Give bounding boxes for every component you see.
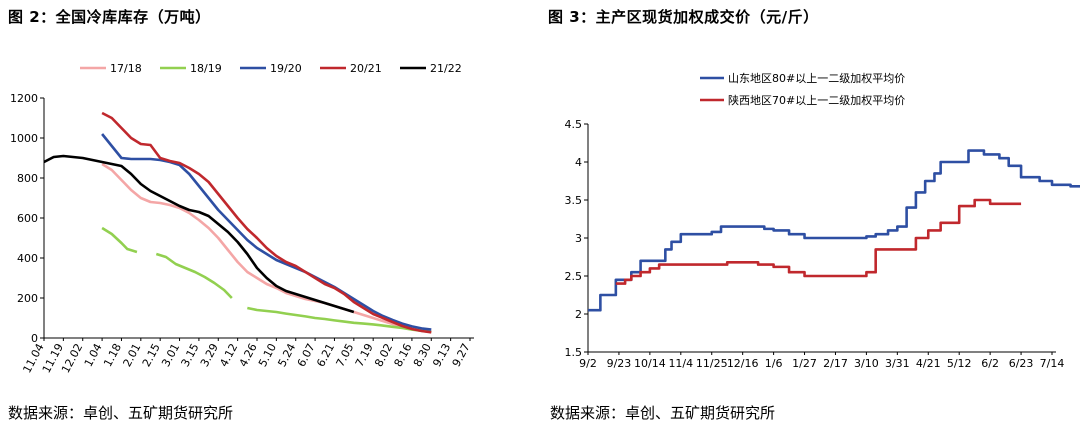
series-line (101, 162, 432, 333)
x-tick-label: 3.29 (198, 341, 221, 369)
x-tick-label: 9/2 (579, 357, 597, 370)
series-line (615, 198, 1022, 285)
legend-label: 陕西地区70#以上一二级加权平均价 (728, 93, 905, 107)
x-tick-label: 8.30 (411, 341, 434, 369)
y-tick-label: 1.5 (565, 346, 583, 359)
series-line (101, 133, 432, 331)
y-tick-label: 2.5 (565, 270, 583, 283)
y-tick-label: 0 (31, 332, 38, 345)
inventory-line-chart: 02004006008001000120011.0411.1912.021.04… (10, 62, 474, 375)
y-tick-label: 4.5 (565, 118, 583, 131)
chart-panel-price: 图 3：主产区现货加权成交价（元/斤） 1.5 2 2.5 3 3.5 4 4.5 9/2 9/… (540, 0, 1080, 432)
series-line (247, 306, 432, 334)
x-tick-label: 2/17 (823, 357, 848, 370)
y-tick-label: 4 (575, 156, 582, 169)
legend-label: 山东地区80#以上一二级加权平均价 (728, 72, 905, 85)
x-tick-label: 1/27 (792, 357, 817, 370)
x-tick-label: 3/31 (885, 357, 910, 370)
x-tick-label: 9.27 (450, 341, 473, 369)
x-tick-label: 1.04 (82, 341, 105, 369)
x-tick-label: 9.13 (430, 341, 453, 369)
series-line (101, 111, 432, 334)
x-tick-label: 10/14 (634, 357, 666, 370)
legend-label: 21/22 (430, 62, 462, 75)
x-tick-label: 4/21 (916, 357, 941, 370)
x-tick-label: 5.24 (275, 341, 298, 369)
x-tick-label: 4.12 (217, 341, 240, 369)
chart-source: 数据来源：卓创、五矿期货研究所 (8, 404, 234, 422)
x-tick-label: 8.16 (392, 341, 415, 369)
x-tick-label: 11/25 (696, 357, 728, 370)
x-tick-label: 5.10 (256, 341, 279, 369)
x-tick-label: 12/16 (727, 357, 759, 370)
y-tick-label: 3.5 (565, 194, 583, 207)
x-tick-label: 2.01 (120, 341, 143, 369)
legend-label: 18/19 (190, 62, 222, 75)
series-line (155, 252, 233, 299)
series-line (101, 226, 138, 254)
x-tick-label: 1.18 (101, 341, 124, 369)
x-tick-label: 6/2 (981, 357, 999, 370)
y-tick-label: 2 (575, 308, 582, 321)
series-line (43, 154, 355, 314)
x-tick-label: 6/23 (1009, 357, 1034, 370)
x-tick-label: 11/4 (668, 357, 693, 370)
x-tick-label: 5/12 (947, 357, 972, 370)
x-tick-label: 3/10 (854, 357, 879, 370)
y-tick-label: 1200 (10, 92, 38, 105)
y-tick-label: 800 (17, 172, 38, 185)
chart-title: 图 3：主产区现货加权成交价（元/斤） (548, 8, 819, 26)
chart-source: 数据来源：卓创、五矿期货研究所 (550, 404, 776, 422)
legend-label: 19/20 (270, 62, 302, 75)
chart-title: 图 2：全国冷库库存（万吨） (8, 8, 211, 26)
x-tick-label: 8.02 (372, 341, 395, 369)
x-tick-label: 7/14 (1040, 357, 1065, 370)
x-tick-label: 6.07 (295, 341, 318, 369)
y-tick-label: 200 (17, 292, 38, 305)
y-tick-label: 3 (575, 232, 582, 245)
x-tick-label: 2.15 (140, 341, 163, 369)
series-line (588, 149, 1080, 312)
chart-panel-inventory: 图 2：全国冷库库存（万吨） 0 200 400 600 800 1000 1200 11.0… (8, 8, 474, 422)
x-tick-label: 9/23 (607, 357, 632, 370)
x-tick-label: 3.15 (179, 341, 202, 369)
legend-label: 17/18 (110, 62, 142, 75)
legend-label: 20/21 (350, 62, 382, 75)
y-tick-label: 600 (17, 212, 38, 225)
y-tick-label: 400 (17, 252, 38, 265)
y-tick-label: 1000 (10, 132, 38, 145)
price-line-chart: 1.5 2 2.5 3 3.5 4 4.5 9/2 9/23 10/14 11/4 11/25 12/1… (565, 72, 1080, 370)
x-tick-label: 7.05 (333, 341, 356, 369)
x-tick-label: 3.01 (159, 341, 182, 369)
x-tick-label: 1/6 (765, 357, 783, 370)
x-tick-label: 4.26 (237, 341, 260, 369)
x-tick-label: 6.21 (314, 341, 337, 369)
x-tick-label: 7.19 (353, 341, 376, 369)
